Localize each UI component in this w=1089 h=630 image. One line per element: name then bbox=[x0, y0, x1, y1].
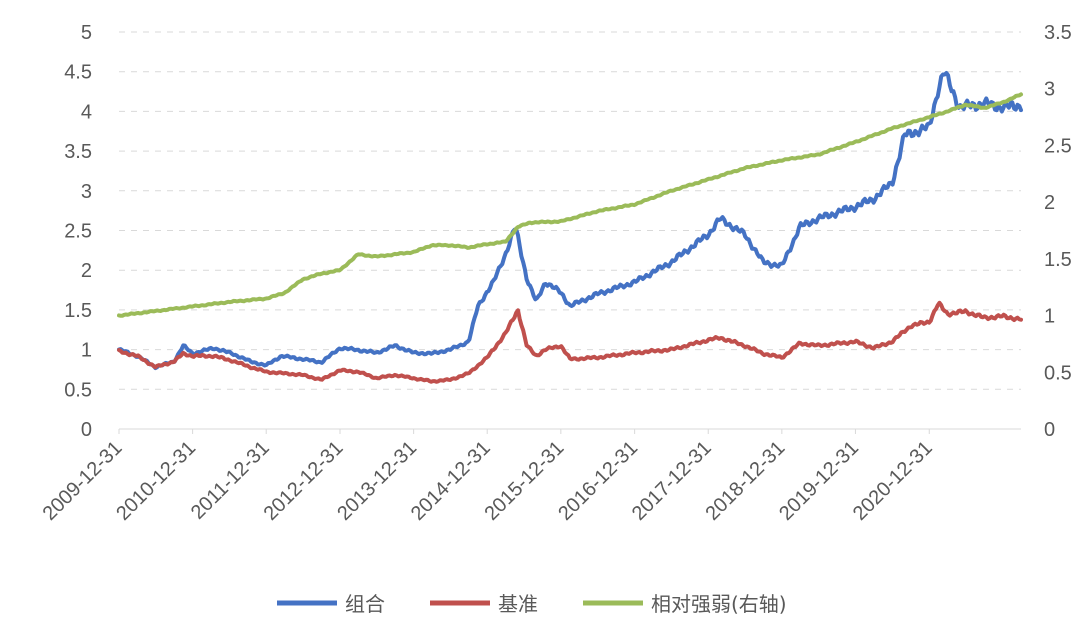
left-tick-label: 1.5 bbox=[64, 300, 92, 322]
x-tick-label: 2010-12-31 bbox=[112, 437, 200, 525]
left-tick-label: 5 bbox=[81, 22, 92, 44]
right-tick-label: 1.5 bbox=[1044, 249, 1072, 271]
left-tick-label: 1 bbox=[81, 340, 92, 362]
x-axis: 2009-12-312010-12-312011-12-312012-12-31… bbox=[39, 429, 937, 525]
right-tick-label: 2.5 bbox=[1044, 135, 1072, 157]
legend-label: 基准 bbox=[498, 592, 538, 616]
series-line-1 bbox=[117, 300, 1023, 384]
left-tick-label: 0.5 bbox=[64, 379, 92, 401]
right-tick-label: 3 bbox=[1044, 79, 1055, 101]
right-tick-label: 3.5 bbox=[1044, 22, 1072, 44]
left-tick-label: 2.5 bbox=[64, 221, 92, 243]
left-y-axis: 0 0.5 1 1.5 2 2.5 3 3.5 4 4.5 5 bbox=[64, 22, 92, 441]
right-tick-label: 0 bbox=[1044, 419, 1055, 441]
left-tick-label: 0 bbox=[81, 419, 92, 441]
x-tick-label: 2019-12-31 bbox=[775, 437, 863, 525]
left-tick-label: 3.5 bbox=[64, 141, 92, 163]
left-tick-label: 3 bbox=[81, 181, 92, 203]
x-tick-label: 2015-12-31 bbox=[480, 437, 568, 525]
right-y-axis: 0 0.5 1 1.5 2 2.5 3 3.5 bbox=[1044, 22, 1072, 441]
left-tick-label: 4.5 bbox=[64, 62, 92, 84]
left-tick-label: 2 bbox=[81, 260, 92, 282]
series-line-0 bbox=[117, 71, 1023, 371]
right-tick-label: 1 bbox=[1044, 306, 1055, 328]
right-tick-label: 0.5 bbox=[1044, 362, 1072, 384]
legend: 组合 基准 相对强弱(右轴) bbox=[277, 592, 787, 616]
legend-label: 组合 bbox=[345, 592, 385, 616]
x-tick-label: 2020-12-31 bbox=[849, 437, 937, 525]
left-tick-label: 4 bbox=[81, 101, 92, 123]
right-tick-label: 2 bbox=[1044, 192, 1055, 214]
series-layer bbox=[117, 71, 1023, 384]
legend-label: 相对强弱(右轴) bbox=[651, 592, 787, 616]
gridlines bbox=[119, 31, 1021, 390]
series-line-2 bbox=[117, 92, 1023, 318]
